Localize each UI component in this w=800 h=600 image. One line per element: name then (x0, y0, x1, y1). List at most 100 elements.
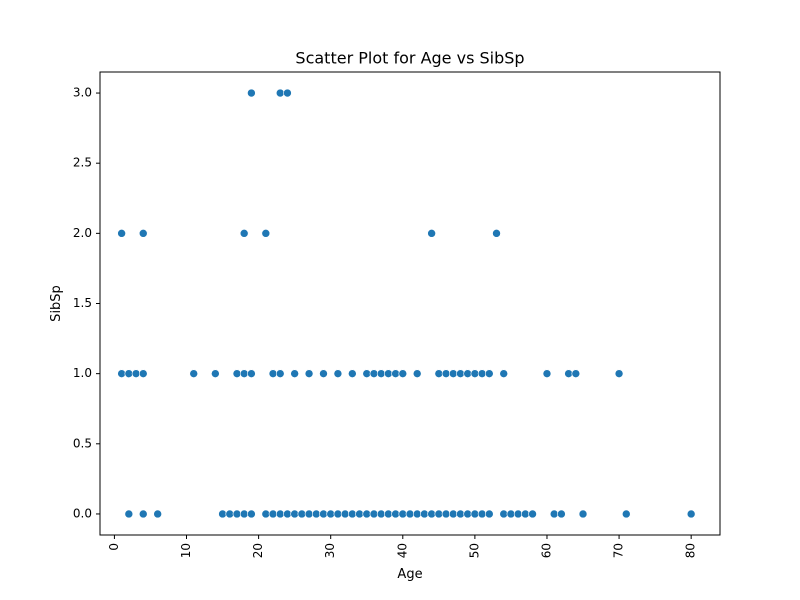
data-point (189, 369, 199, 378)
data-point (499, 369, 509, 378)
data-point (247, 509, 256, 519)
data-point (117, 229, 126, 238)
data-point (376, 509, 386, 519)
data-point (427, 509, 436, 519)
x-tick-label: 80 (684, 543, 698, 558)
data-point (564, 369, 573, 378)
y-tick-label: 2.5 (73, 156, 92, 170)
data-point (340, 509, 350, 519)
data-point (384, 509, 393, 519)
data-point (153, 509, 162, 519)
y-tick-label: 1.0 (73, 366, 92, 380)
data-point (319, 509, 328, 519)
data-point (485, 509, 494, 519)
data-point (412, 369, 422, 378)
x-tick-label: 30 (323, 543, 337, 558)
y-axis: 0.0 0.5 1.0 1.5 2.0 2.5 3.0 (73, 86, 100, 520)
data-point (528, 509, 537, 519)
data-point (499, 509, 509, 519)
data-point (384, 369, 393, 378)
data-point (348, 369, 357, 378)
data-point (268, 369, 278, 378)
data-point (470, 369, 480, 378)
data-point (211, 369, 220, 378)
data-point (333, 509, 343, 519)
data-point (456, 369, 465, 378)
data-point (614, 369, 624, 378)
data-point (362, 509, 372, 519)
data-point (412, 509, 422, 519)
data-point (362, 369, 372, 378)
data-point (621, 509, 631, 519)
data-point (124, 369, 134, 378)
data-point (348, 509, 357, 519)
x-tick-label: 50 (467, 543, 481, 558)
data-point (448, 509, 458, 519)
data-point (398, 509, 408, 519)
data-point (131, 369, 141, 378)
data-point (456, 509, 465, 519)
data-point (441, 369, 451, 378)
data-point (290, 509, 299, 519)
data-point (311, 509, 321, 519)
data-point (275, 369, 285, 378)
data-point (239, 369, 249, 378)
data-point (138, 509, 148, 519)
chart-title: Scatter Plot for Age vs SibSp (295, 49, 524, 68)
data-point (304, 369, 314, 378)
data-point (513, 509, 523, 519)
data-point (578, 509, 588, 519)
data-point (521, 509, 530, 519)
data-point (448, 369, 458, 378)
data-point (549, 509, 559, 519)
x-tick-label: 0 (107, 543, 121, 551)
data-point (369, 509, 379, 519)
data-point (542, 369, 552, 378)
data-point (304, 509, 314, 519)
data-point (247, 88, 256, 98)
data-point (398, 369, 408, 378)
data-point (355, 509, 364, 519)
x-tick-label: 10 (179, 543, 193, 558)
x-tick-label: 60 (539, 543, 553, 558)
data-point (492, 229, 501, 238)
data-point (391, 509, 400, 519)
data-point (239, 509, 249, 519)
x-tick-label: 70 (612, 543, 626, 558)
data-point (275, 509, 285, 519)
y-tick-label: 0.0 (73, 506, 92, 520)
data-point (477, 509, 487, 519)
data-point (485, 369, 494, 378)
data-point (434, 369, 444, 378)
data-point (326, 509, 335, 519)
data-point (434, 509, 444, 519)
data-point (470, 509, 480, 519)
data-point (405, 509, 415, 519)
data-point (275, 88, 285, 98)
data-points (117, 88, 696, 519)
y-tick-label: 0.5 (73, 436, 92, 450)
data-point (319, 369, 328, 378)
y-tick-label: 3.0 (73, 86, 92, 100)
y-tick-label: 2.0 (73, 226, 92, 240)
data-point (463, 369, 472, 378)
x-axis-label: Age (397, 567, 422, 582)
data-point (232, 369, 242, 378)
data-point (268, 509, 278, 519)
x-tick-label: 40 (395, 543, 409, 558)
data-point (369, 369, 379, 378)
data-point (138, 369, 148, 378)
data-point (261, 509, 271, 519)
data-point (333, 369, 343, 378)
data-point (557, 509, 566, 519)
data-point (686, 509, 696, 519)
data-point (283, 509, 292, 519)
data-point (225, 509, 235, 519)
data-point (441, 509, 451, 519)
data-point (376, 369, 386, 378)
data-point (420, 509, 429, 519)
y-tick-label: 1.5 (73, 296, 92, 310)
data-point (232, 509, 242, 519)
data-point (297, 509, 307, 519)
